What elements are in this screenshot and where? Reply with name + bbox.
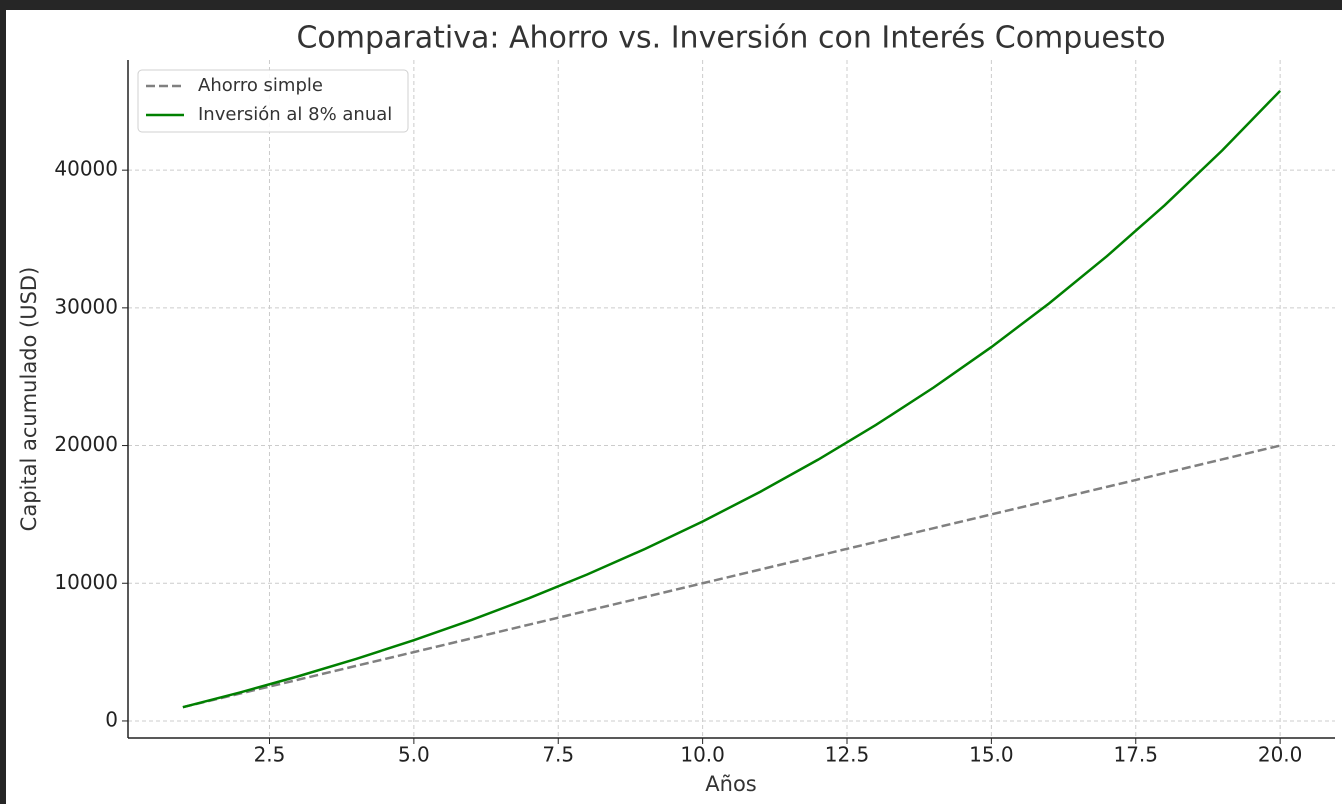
legend-label: Inversión al 8% anual <box>198 104 392 125</box>
y-tick-label: 20000 <box>54 432 118 456</box>
y-tick-label: 40000 <box>54 157 118 181</box>
chart-title: Comparativa: Ahorro vs. Inversión con In… <box>296 21 1165 56</box>
x-tick-label: 10.0 <box>680 743 725 767</box>
x-tick-label: 12.5 <box>825 743 870 767</box>
x-tick-label: 15.0 <box>969 743 1014 767</box>
x-tick-label: 17.5 <box>1113 743 1158 767</box>
line-series <box>182 89 1282 709</box>
x-tick-label: 5.0 <box>398 743 430 767</box>
legend-label: Ahorro simple <box>198 75 323 96</box>
y-tick-label: 30000 <box>54 294 118 318</box>
x-tick-label: 2.5 <box>254 743 286 767</box>
line-series <box>182 444 1281 709</box>
figure-background <box>6 10 1342 804</box>
x-tick-label: 7.5 <box>542 743 574 767</box>
legend-box <box>137 69 409 133</box>
y-tick-label: 10000 <box>54 570 118 594</box>
y-axis-label: Capital acumulado (USD) <box>17 267 41 532</box>
y-tick-label: 0 <box>105 707 118 731</box>
x-tick-label: 20.0 <box>1258 743 1303 767</box>
x-axis-label: Años <box>705 772 756 796</box>
